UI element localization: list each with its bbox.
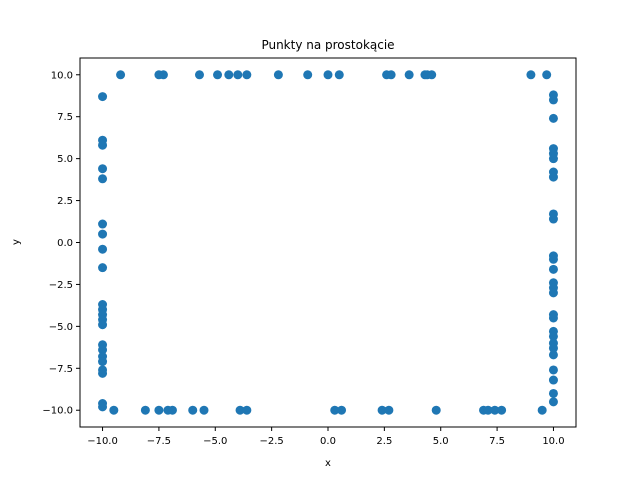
plot-frame	[79, 57, 577, 428]
data-point	[548, 365, 558, 375]
points-layer	[98, 70, 558, 415]
data-point	[548, 254, 558, 264]
data-point	[98, 263, 108, 273]
y-tick-label: −10.0	[42, 406, 73, 417]
data-point	[303, 70, 313, 80]
data-point	[334, 70, 344, 80]
y-tick-label: 5.0	[57, 154, 73, 165]
data-point	[548, 397, 558, 407]
data-point	[548, 343, 558, 353]
data-point	[158, 70, 168, 80]
x-tick-label: −10.0	[87, 436, 118, 447]
data-point	[154, 405, 164, 415]
data-point	[548, 264, 558, 274]
data-point	[542, 70, 552, 80]
data-point	[273, 70, 283, 80]
y-tick-label: −2.5	[49, 280, 73, 291]
data-point	[98, 345, 108, 355]
data-point	[235, 405, 245, 415]
data-point	[116, 70, 126, 80]
x-tick-label: 2.5	[376, 436, 392, 447]
data-point	[213, 70, 223, 80]
data-point	[224, 70, 234, 80]
data-point	[98, 92, 108, 102]
data-point	[548, 154, 558, 164]
data-point	[194, 70, 204, 80]
data-point	[548, 172, 558, 182]
data-point	[337, 405, 347, 415]
x-tick-label: 10.0	[542, 436, 564, 447]
data-point	[526, 70, 536, 80]
data-point	[167, 405, 177, 415]
data-point	[98, 164, 108, 174]
y-tick-label: 10.0	[51, 70, 73, 81]
data-point	[330, 405, 340, 415]
data-point	[199, 405, 209, 415]
x-tick-label: 7.5	[489, 436, 505, 447]
data-point	[537, 405, 547, 415]
data-point	[98, 244, 108, 254]
data-point	[377, 405, 387, 415]
x-tick-label: −7.5	[147, 436, 171, 447]
data-point	[548, 350, 558, 360]
data-point	[98, 368, 108, 378]
x-axis-label: x	[325, 458, 331, 469]
data-point	[98, 229, 108, 239]
data-point	[483, 405, 493, 415]
data-point	[548, 288, 558, 298]
y-tick-label: −7.5	[49, 364, 73, 375]
data-point	[98, 320, 108, 330]
data-point	[497, 405, 507, 415]
data-point	[404, 70, 414, 80]
data-point	[188, 405, 198, 415]
data-point	[548, 375, 558, 385]
x-tick-label: 5.0	[433, 436, 449, 447]
data-point	[431, 405, 441, 415]
data-point	[98, 402, 108, 412]
x-axis-ticks: −10.0 −7.5 −5.0 −2.5 0.0 2.5 5.0 7.5 10.0	[87, 427, 565, 447]
y-tick-label: 7.5	[57, 112, 73, 123]
data-point	[233, 70, 243, 80]
data-point	[98, 357, 108, 367]
data-point	[386, 70, 396, 80]
data-point	[384, 405, 394, 415]
y-axis-label: y	[11, 239, 22, 245]
data-point	[548, 95, 558, 105]
data-point	[109, 405, 119, 415]
data-point	[242, 70, 252, 80]
data-point	[490, 405, 500, 415]
data-point	[548, 113, 558, 123]
data-point	[323, 70, 333, 80]
data-point	[548, 388, 558, 398]
y-tick-label: 2.5	[57, 196, 73, 207]
data-point	[548, 313, 558, 323]
y-tick-label: −5.0	[49, 322, 73, 333]
chart-title: Punkty na prostokącie	[261, 38, 394, 52]
data-point	[548, 331, 558, 341]
x-tick-label: −2.5	[259, 436, 283, 447]
x-tick-label: 0.0	[320, 436, 336, 447]
x-tick-label: −5.0	[203, 436, 227, 447]
data-point	[242, 405, 252, 415]
y-axis-ticks: −10.0 −7.5 −5.0 −2.5 0.0 2.5 5.0 7.5 10.0	[42, 70, 80, 417]
data-point	[140, 405, 150, 415]
data-point	[98, 140, 108, 150]
data-point	[427, 70, 437, 80]
data-point	[548, 214, 558, 224]
data-point	[98, 174, 108, 184]
data-point	[98, 219, 108, 229]
y-tick-label: 0.0	[57, 238, 73, 249]
